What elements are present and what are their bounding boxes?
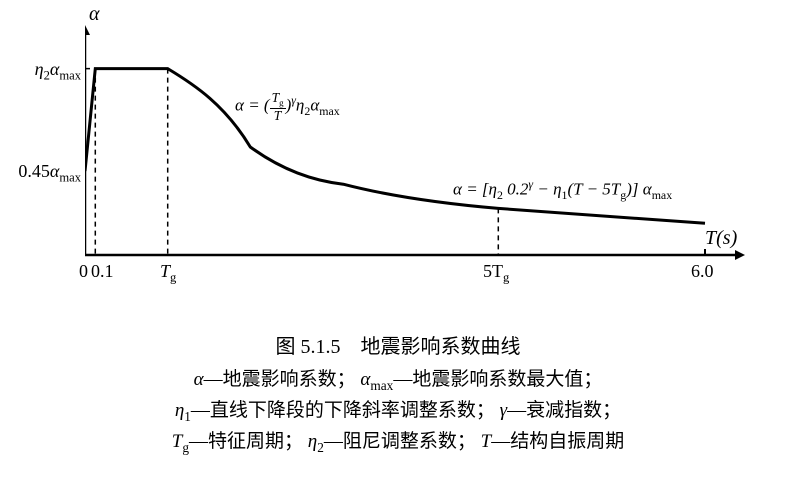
xtick-0.1: 0.1 xyxy=(91,261,114,282)
seismic-coefficient-chart: α T(s) 0 0.1 Tg 5Tg 6.0 0.45αmax η2αmax … xyxy=(85,25,745,265)
xtick-6.0: 6.0 xyxy=(691,261,714,282)
formula-linear-decay: α = [η2 0.2γ − η1(T − 5Tg)] αmax xyxy=(453,177,672,203)
xtick-0: 0 xyxy=(79,261,88,282)
legend-line-3: Tg—特征周期； η2—阻尼调整系数； T—结构自振周期 xyxy=(0,427,796,458)
ytick-eta2amax: η2αmax xyxy=(1,59,81,84)
legend-line-2: η1—直线下降段的下降斜率调整系数； γ—衰减指数； xyxy=(0,396,796,427)
figure-caption: 图 5.1.5 地震影响系数曲线 xyxy=(0,330,796,359)
xtick-Tg: Tg xyxy=(160,261,176,286)
legend-line-1: α—地震影响系数； αmax—地震影响系数最大值； xyxy=(0,365,796,396)
figure-caption-block: 图 5.1.5 地震影响系数曲线 α—地震影响系数； αmax—地震影响系数最大… xyxy=(0,330,796,458)
ytick-0.45amax: 0.45αmax xyxy=(1,161,81,186)
chart-svg xyxy=(85,25,745,265)
y-axis-label: α xyxy=(89,3,100,26)
x-axis-label: T(s) xyxy=(705,227,737,250)
formula-decay-curve: α = (TgT)γη2αmax xyxy=(235,91,340,122)
xtick-5Tg: 5Tg xyxy=(483,261,509,286)
